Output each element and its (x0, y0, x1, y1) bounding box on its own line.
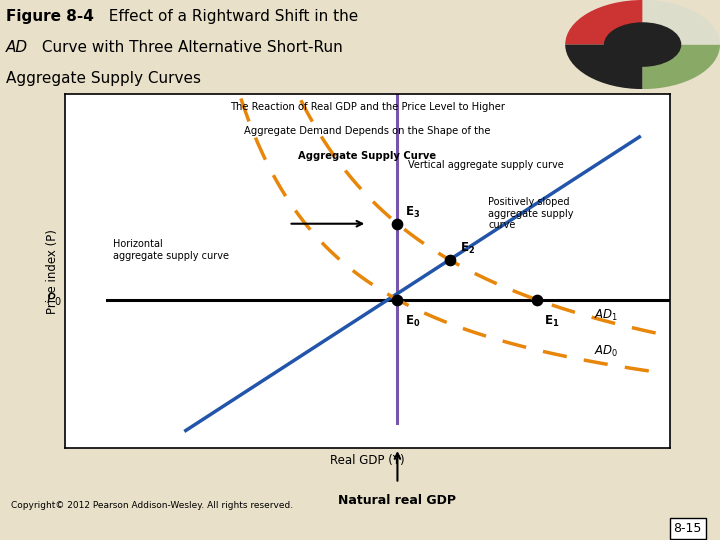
Text: Effect of a Rightward Shift in the: Effect of a Rightward Shift in the (99, 9, 358, 24)
Text: AD: AD (6, 40, 28, 55)
Text: Positively sloped
aggregate supply
curve: Positively sloped aggregate supply curve (488, 197, 574, 230)
Wedge shape (643, 0, 720, 45)
Text: Aggregate Supply Curve: Aggregate Supply Curve (298, 151, 436, 161)
Text: Aggregate Supply Curves: Aggregate Supply Curves (6, 71, 201, 86)
Text: Natural real GDP: Natural real GDP (338, 494, 456, 507)
Point (392, 295, 403, 304)
Point (531, 295, 542, 304)
Point (392, 219, 403, 228)
Text: $\bf{E_1}$: $\bf{E_1}$ (544, 314, 560, 329)
Text: $P_0$: $P_0$ (46, 292, 62, 308)
X-axis label: Real GDP (Y): Real GDP (Y) (330, 454, 405, 467)
Wedge shape (565, 0, 643, 45)
Text: $\bf{E_3}$: $\bf{E_3}$ (405, 205, 420, 220)
Text: Figure 8-4: Figure 8-4 (6, 9, 94, 24)
Text: Curve with Three Alternative Short-Run: Curve with Three Alternative Short-Run (37, 40, 343, 55)
Circle shape (604, 22, 681, 67)
Text: Horizontal
aggregate supply curve: Horizontal aggregate supply curve (113, 239, 229, 261)
Text: 8-15: 8-15 (674, 522, 702, 535)
Text: Copyright© 2012 Pearson Addison-Wesley. All rights reserved.: Copyright© 2012 Pearson Addison-Wesley. … (11, 501, 293, 510)
Text: The Reaction of Real GDP and the Price Level to Higher: The Reaction of Real GDP and the Price L… (230, 102, 505, 112)
Text: $\bf{E_2}$: $\bf{E_2}$ (460, 241, 476, 256)
Wedge shape (565, 45, 643, 89)
Text: Aggregate Demand Depends on the Shape of the: Aggregate Demand Depends on the Shape of… (244, 126, 490, 136)
Wedge shape (643, 45, 720, 89)
Text: $AD_1$: $AD_1$ (594, 308, 618, 323)
Text: Vertical aggregate supply curve: Vertical aggregate supply curve (408, 160, 564, 170)
Point (444, 255, 455, 264)
Y-axis label: Price index (P): Price index (P) (46, 229, 59, 314)
Text: $\bf{E_0}$: $\bf{E_0}$ (405, 314, 420, 329)
Text: $AD_0$: $AD_0$ (594, 343, 618, 359)
